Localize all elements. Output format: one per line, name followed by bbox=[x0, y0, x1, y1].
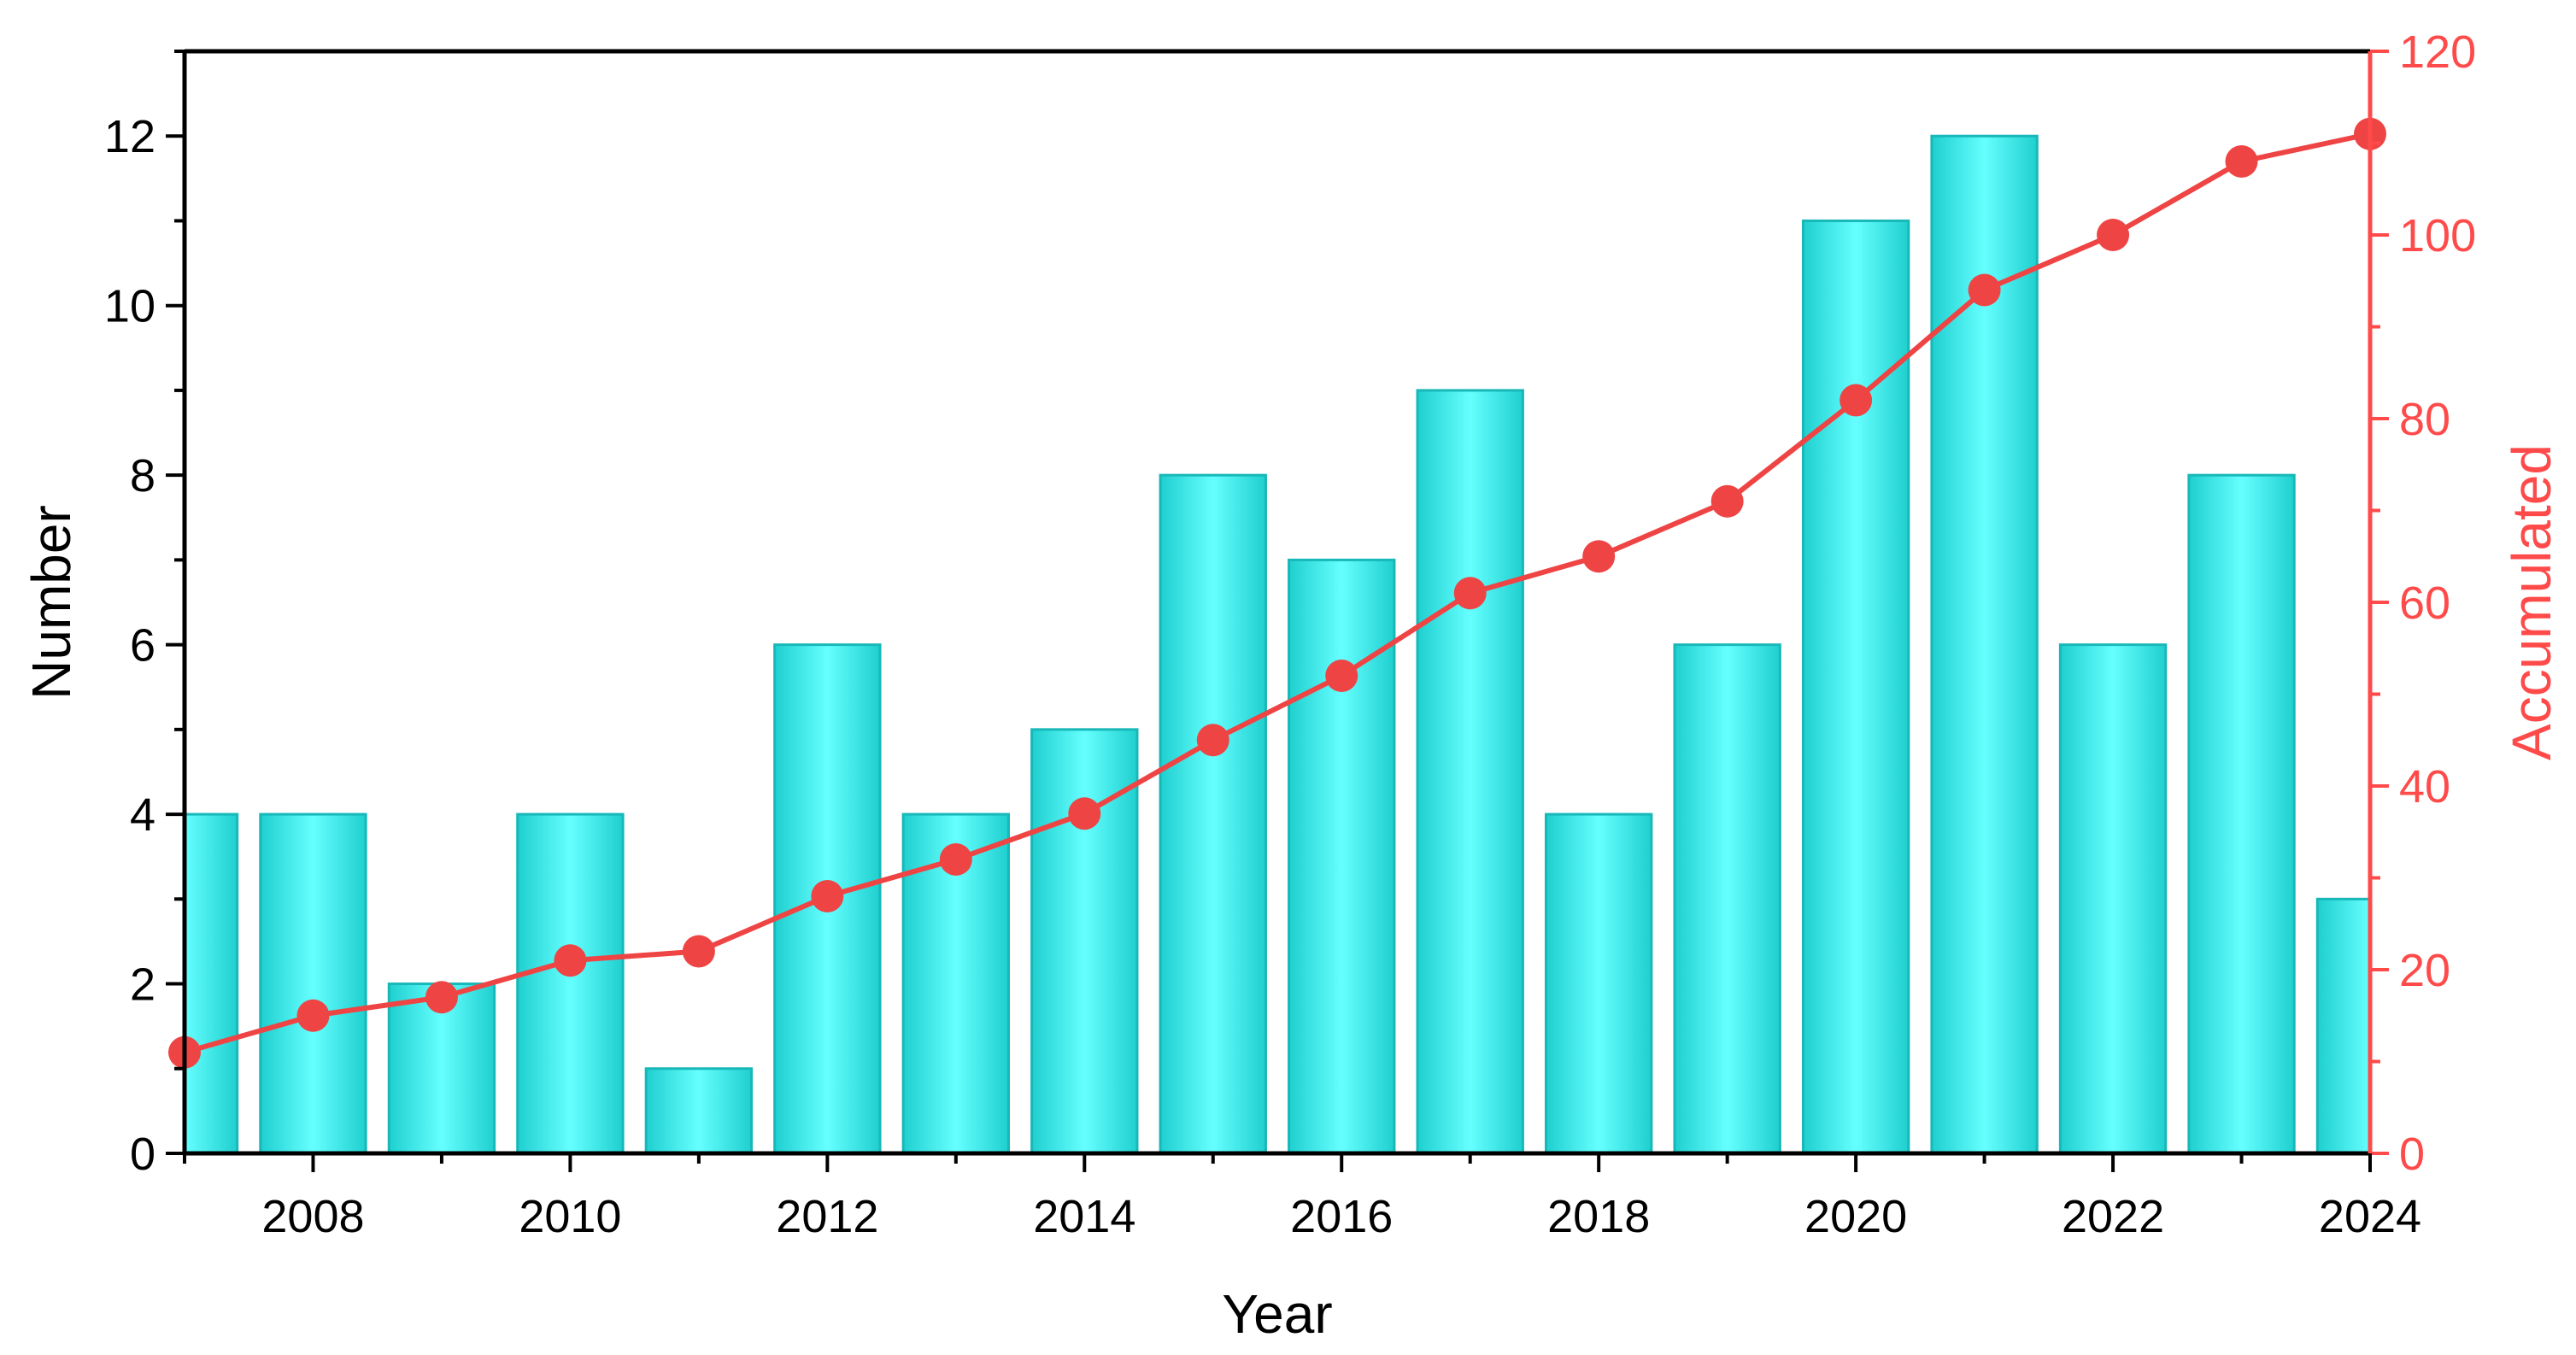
bar-2007 bbox=[185, 812, 239, 1153]
y-tick-label: 0 bbox=[130, 1129, 155, 1180]
point-2017 bbox=[1453, 577, 1487, 610]
y2-tick-label: 20 bbox=[2399, 945, 2450, 996]
point-2011 bbox=[682, 935, 715, 968]
y2-tick-label: 80 bbox=[2399, 394, 2450, 445]
point-2009 bbox=[425, 981, 458, 1014]
bar-2008 bbox=[259, 812, 367, 1153]
y-tick-label: 6 bbox=[130, 620, 155, 672]
y2-axis-title: Accumulated bbox=[2501, 444, 2562, 760]
point-2014 bbox=[1068, 797, 1101, 830]
y-axis-title: Number bbox=[21, 505, 82, 700]
point-2010 bbox=[554, 944, 587, 977]
accumulated-series bbox=[168, 117, 2386, 1069]
y-tick-label: 8 bbox=[130, 450, 155, 502]
point-2008 bbox=[296, 999, 330, 1032]
point-2012 bbox=[811, 880, 844, 912]
x-tick-label: 2016 bbox=[1290, 1191, 1393, 1242]
point-2018 bbox=[1582, 540, 1616, 573]
point-2020 bbox=[1840, 384, 1873, 417]
point-2023 bbox=[2225, 145, 2258, 178]
x-axis-title: Year bbox=[1222, 1283, 1332, 1345]
y-tick-label: 4 bbox=[130, 789, 155, 841]
point-2019 bbox=[1710, 484, 1744, 518]
bar-2024 bbox=[2315, 897, 2370, 1153]
point-2015 bbox=[1196, 724, 1229, 757]
y2-tick-label: 40 bbox=[2399, 761, 2450, 812]
bar-2019 bbox=[1673, 643, 1781, 1153]
y-tick-label: 10 bbox=[104, 281, 155, 332]
y2-tick-label: 120 bbox=[2399, 26, 2476, 78]
point-2021 bbox=[1968, 273, 2001, 307]
y2-tick-label: 60 bbox=[2399, 578, 2450, 629]
x-tick-label: 2020 bbox=[1804, 1191, 1907, 1242]
bar-2015 bbox=[1159, 473, 1267, 1153]
bar-2020 bbox=[1801, 219, 1910, 1153]
bar-series bbox=[185, 134, 2370, 1153]
bar-2022 bbox=[2058, 643, 2168, 1153]
accumulated-line bbox=[184, 131, 2371, 1055]
x-tick-label: 2008 bbox=[261, 1191, 364, 1242]
bar-2018 bbox=[1544, 812, 1653, 1153]
bar-2011 bbox=[644, 1067, 754, 1153]
bar-2016 bbox=[1288, 558, 1396, 1153]
x-tick-label: 2010 bbox=[519, 1191, 621, 1242]
x-tick-label: 2024 bbox=[2319, 1191, 2421, 1242]
x-tick-label: 2012 bbox=[776, 1191, 878, 1242]
y2-tick-label: 0 bbox=[2399, 1129, 2425, 1180]
x-tick-label: 2022 bbox=[2062, 1191, 2164, 1242]
point-2022 bbox=[2097, 219, 2130, 251]
x-tick-label: 2014 bbox=[1033, 1191, 1135, 1242]
bar-2017 bbox=[1416, 389, 1524, 1153]
axes bbox=[166, 49, 2389, 1172]
x-tick-label: 2018 bbox=[1547, 1191, 1650, 1242]
bar-2023 bbox=[2187, 473, 2296, 1153]
point-2016 bbox=[1325, 660, 1358, 692]
point-2013 bbox=[939, 843, 972, 876]
y-tick-label: 12 bbox=[104, 111, 155, 162]
y-tick-label: 2 bbox=[130, 959, 155, 1011]
bar-2010 bbox=[516, 812, 625, 1153]
y2-tick-label: 100 bbox=[2399, 210, 2476, 261]
